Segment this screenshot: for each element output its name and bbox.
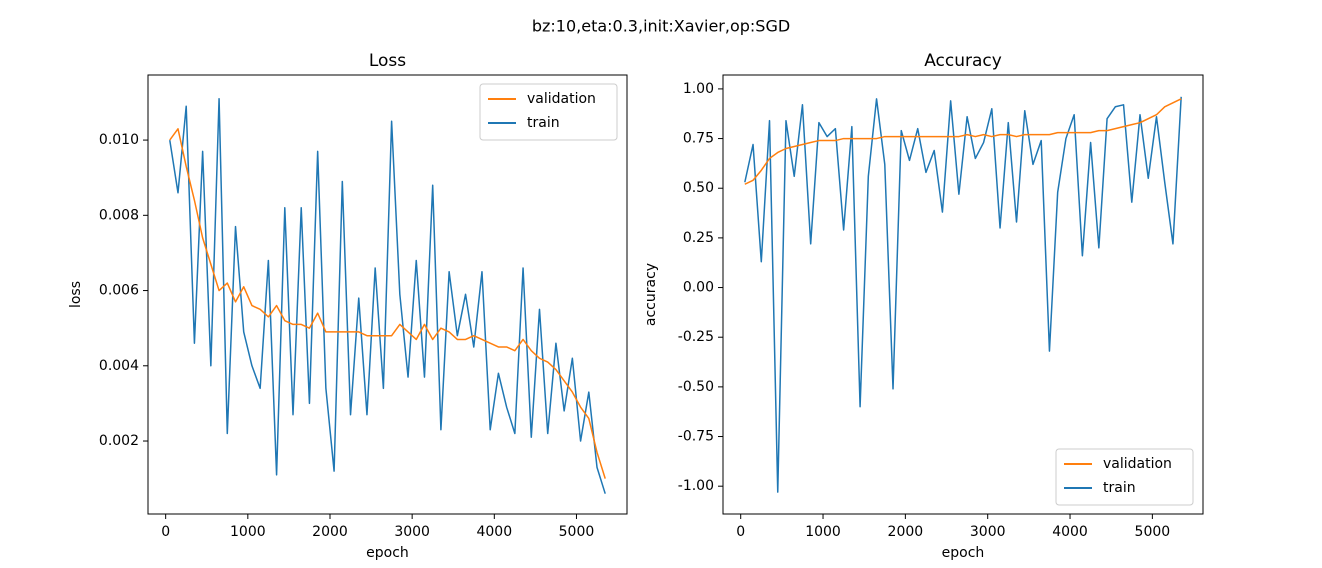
x-tick-label: 2000 xyxy=(888,524,924,540)
legend-label: validation xyxy=(527,91,596,107)
y-tick-label: 1.00 xyxy=(683,81,714,97)
y-tick-label: 0.010 xyxy=(99,132,139,148)
x-tick-label: 5000 xyxy=(1135,524,1171,540)
y-tick-label: 0.004 xyxy=(99,358,139,374)
y-tick-label: -1.00 xyxy=(678,478,714,494)
y-tick-label: 0.002 xyxy=(99,433,139,449)
figure-title: bz:10,eta:0.3,init:Xavier,op:SGD xyxy=(532,17,790,36)
legend: validation train xyxy=(1055,448,1194,506)
legend-label: train xyxy=(1103,480,1136,496)
axes-frame xyxy=(147,74,628,515)
x-tick-label: 2000 xyxy=(312,524,348,540)
x-tick-label: 5000 xyxy=(559,524,595,540)
x-axis-label: epoch xyxy=(366,545,409,561)
series-line xyxy=(744,98,1182,185)
series-line xyxy=(169,97,606,494)
y-tick-label: 0.25 xyxy=(683,230,714,246)
y-tick-label: 0.75 xyxy=(683,131,714,147)
legend-label: validation xyxy=(1103,456,1172,472)
y-tick-label: 0.50 xyxy=(683,180,714,196)
x-tick-label: 4000 xyxy=(1052,524,1088,540)
y-tick-label: 0.008 xyxy=(99,207,139,223)
y-axis-label: loss xyxy=(68,281,84,308)
series-line xyxy=(169,128,606,479)
x-tick-label: 1000 xyxy=(230,524,266,540)
series-line xyxy=(744,96,1182,493)
legend-label: train xyxy=(527,115,560,131)
y-axis-label: accuracy xyxy=(643,263,659,326)
y-tick-label: -0.25 xyxy=(678,329,714,345)
x-tick-label: 1000 xyxy=(805,524,841,540)
y-tick-label: 0.00 xyxy=(683,280,714,296)
x-tick-label: 0 xyxy=(736,524,745,540)
axes-frame xyxy=(722,74,1204,515)
y-tick-label: -0.50 xyxy=(678,379,714,395)
x-tick-label: 4000 xyxy=(476,524,512,540)
chart-title: Accuracy xyxy=(924,51,1002,71)
y-tick-label: 0.006 xyxy=(99,283,139,299)
legend: validation train xyxy=(479,83,618,141)
y-tick-label: -0.75 xyxy=(678,429,714,445)
x-tick-label: 0 xyxy=(161,524,170,540)
x-axis-label: epoch xyxy=(942,545,985,561)
chart-title: Loss xyxy=(369,51,406,71)
x-tick-label: 3000 xyxy=(394,524,430,540)
x-tick-label: 3000 xyxy=(970,524,1006,540)
